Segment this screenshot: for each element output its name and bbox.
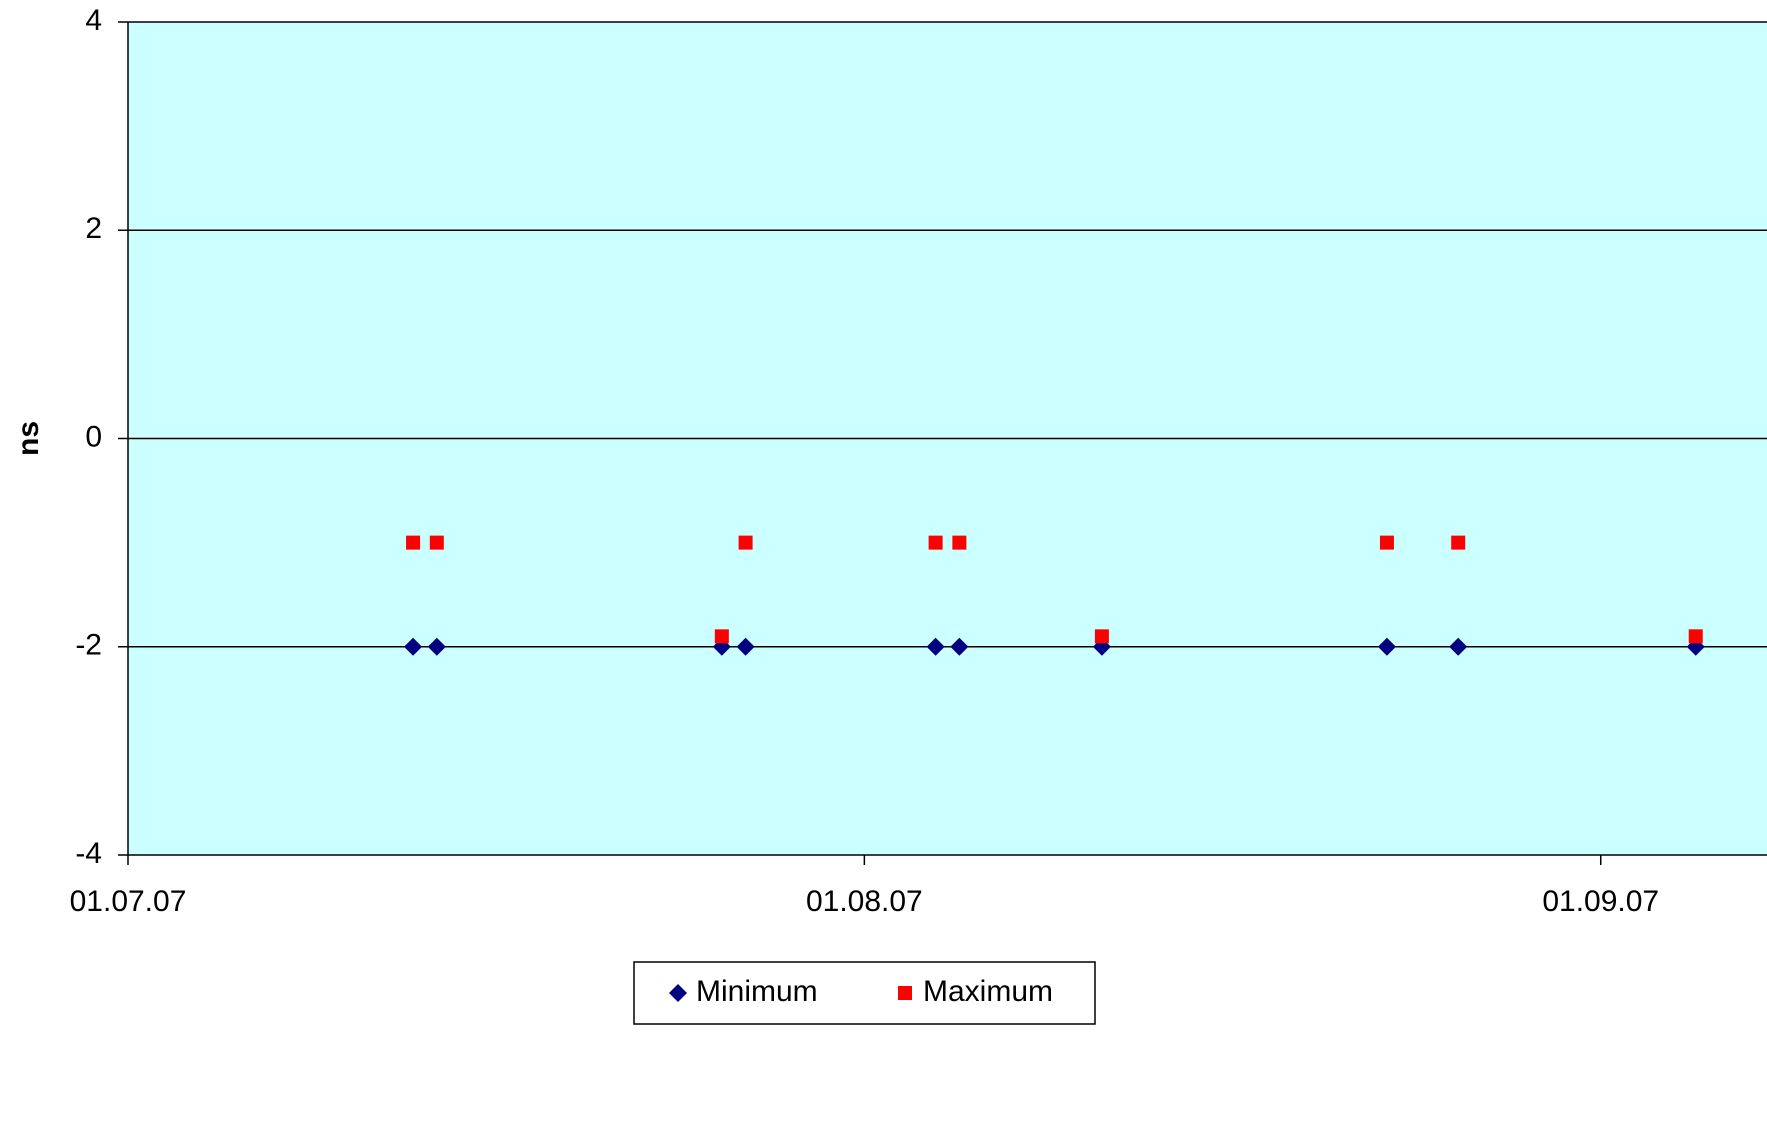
- maximum-point: [406, 536, 420, 550]
- maximum-point: [430, 536, 444, 550]
- x-tick-label: 01.07.07: [70, 885, 187, 918]
- y-tick-label: -2: [75, 629, 102, 662]
- maximum-point: [929, 536, 943, 550]
- y-tick-label: -4: [75, 837, 102, 870]
- legend-label: Maximum: [923, 975, 1053, 1008]
- y-tick-label: 4: [85, 4, 102, 37]
- maximum-point: [1095, 629, 1109, 643]
- maximum-point: [1380, 536, 1394, 550]
- y-tick-label: 0: [85, 420, 102, 453]
- x-ticks: 01.07.07 01.08.07 01.09.07: [70, 855, 1660, 918]
- maximum-point: [739, 536, 753, 550]
- legend: Minimum Maximum: [634, 962, 1095, 1024]
- maximum-point: [952, 536, 966, 550]
- legend-label: Minimum: [696, 975, 818, 1008]
- maximum-point: [715, 629, 729, 643]
- y-tick-label: 2: [85, 212, 102, 245]
- x-tick-label: 01.09.07: [1542, 885, 1659, 918]
- y-ticks: 4 2 0 -2 -4: [75, 4, 128, 870]
- legend-marker-square-icon: [898, 986, 912, 1000]
- x-tick-label: 01.08.07: [806, 885, 923, 918]
- maximum-point: [1689, 629, 1703, 643]
- maximum-point: [1451, 536, 1465, 550]
- y-axis-title: ns: [12, 421, 45, 456]
